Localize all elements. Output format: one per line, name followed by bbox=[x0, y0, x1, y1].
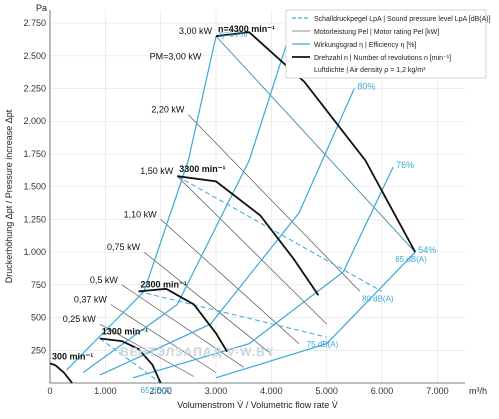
y-unit: Pa bbox=[36, 3, 47, 13]
speed-curve bbox=[215, 31, 416, 253]
legend-item-sound: Schalldruckpegel LpA | Sound pressure le… bbox=[314, 16, 491, 23]
y-tick-label: 1.000 bbox=[23, 247, 46, 257]
x-tick-label: 2.000 bbox=[149, 386, 172, 396]
sound-level-line bbox=[215, 35, 416, 253]
motor-rating-line bbox=[177, 175, 327, 325]
x-axis-title: Volumenstrom V̇ / Volumetric flow rate V… bbox=[177, 400, 338, 410]
motor-rating-label: 0,37 kW bbox=[74, 294, 108, 304]
sound-level-label: 75 dB(A) bbox=[307, 340, 339, 349]
y-axis-title: Druckerhöhung Δpt / Pressure increase Δp… bbox=[4, 109, 14, 283]
y-tick-label: 750 bbox=[31, 280, 46, 290]
x-tick-label: 5.000 bbox=[315, 386, 338, 396]
pm-label: PM=3,00 kW bbox=[150, 52, 202, 62]
efficiency-curve bbox=[82, 39, 289, 373]
sound-level-label: 80 dB(A) bbox=[362, 294, 394, 303]
curve-labels: 3,00 kW 2,20 kW 1,50 kW 1,10 kW 0,75 kW 0,5 k… bbox=[52, 24, 436, 395]
y-tick-label: 1.250 bbox=[23, 214, 46, 224]
efficiency-label: 76% bbox=[396, 160, 414, 170]
legend-item-motor: Motorleistung Pel | Motor rating Pel [kW… bbox=[314, 29, 439, 36]
speed-label: 1300 min⁻¹ bbox=[102, 327, 148, 337]
speed-curve bbox=[49, 362, 73, 384]
watermark: ВЕНТЭЛЗАПАД V-W.BY bbox=[120, 345, 275, 359]
speed-curve bbox=[177, 175, 320, 296]
axes: 0 1.000 2.000 3.000 4.000 5.000 6.000 7.000 250 5… bbox=[4, 3, 487, 410]
speed-curve bbox=[99, 337, 162, 384]
x-tick-label: 4.000 bbox=[260, 386, 283, 396]
motor-rating-label: 1,10 kW bbox=[124, 209, 158, 219]
speed-label: 300 min⁻¹ bbox=[52, 351, 93, 361]
efficiency-curve bbox=[132, 166, 394, 379]
motor-rating-line bbox=[121, 284, 244, 368]
y-tick-label: 1.750 bbox=[23, 149, 46, 159]
x-tick-label: 1.000 bbox=[94, 386, 117, 396]
legend-item-efficiency: Wirkungsgrad η | Efficiency η [%] bbox=[314, 42, 417, 49]
x-tick-label: 6.000 bbox=[371, 386, 394, 396]
efficiency-curves bbox=[66, 36, 416, 379]
y-tick-label: 500 bbox=[31, 313, 46, 323]
motor-rating-line bbox=[143, 251, 272, 355]
x-tick-label: 3.000 bbox=[205, 386, 228, 396]
efficiency-curve bbox=[215, 251, 416, 379]
speed-label: 2300 min⁻¹ bbox=[141, 279, 187, 289]
x-unit: m³/h bbox=[469, 386, 487, 396]
x-tick-label: 0 bbox=[47, 386, 52, 396]
motor-rating-line bbox=[188, 114, 361, 292]
sound-level-line bbox=[138, 290, 327, 338]
motor-rating-line bbox=[99, 323, 195, 377]
x-tick-label: 7.000 bbox=[426, 386, 449, 396]
y-tick-label: 250 bbox=[31, 345, 46, 355]
y-tick-label: 2.000 bbox=[23, 116, 46, 126]
motor-rating-label: 0,75 kW bbox=[107, 242, 141, 252]
speed-curve bbox=[138, 287, 228, 353]
legend-item-speed: Drehzahl n | Number of revolutions n [mi… bbox=[314, 55, 451, 62]
y-tick-label: 2.250 bbox=[23, 84, 46, 94]
motor-rating-label: 0,5 kW bbox=[90, 275, 119, 285]
speed-label: 3300 min⁻¹ bbox=[179, 164, 225, 174]
y-tick-label: 2.500 bbox=[23, 51, 46, 61]
sound-level-lines bbox=[99, 35, 416, 384]
speed-curves bbox=[49, 31, 416, 384]
efficiency-curve bbox=[99, 88, 355, 376]
legend-box bbox=[285, 9, 487, 79]
motor-rating-label: 2,20 kW bbox=[151, 105, 185, 115]
sound-level-label: 65 dB(A) bbox=[141, 386, 173, 395]
sound-level-line bbox=[177, 175, 383, 292]
efficiency-label: η=67% bbox=[219, 29, 247, 39]
y-tick-label: 2.750 bbox=[23, 18, 46, 28]
motor-rating-label: 1,50 kW bbox=[140, 166, 174, 176]
legend-item-density: Luftdichte | Air density ρ = 1,2 kg/m³ bbox=[314, 67, 426, 74]
motor-rating-label: 0,25 kW bbox=[63, 314, 97, 324]
speed-label: n=4300 min⁻¹ bbox=[218, 24, 275, 34]
efficiency-label: 54% bbox=[418, 245, 436, 255]
efficiency-curve bbox=[66, 36, 217, 371]
efficiency-label: 80% bbox=[357, 82, 375, 92]
motor-rating-label: 3,00 kW bbox=[179, 26, 213, 36]
legend: Schalldruckpegel LpA | Sound pressure le… bbox=[285, 9, 491, 79]
sound-level-line bbox=[99, 338, 161, 384]
sound-level-label: 85 dB(A) bbox=[395, 255, 427, 264]
y-tick-label: 1.500 bbox=[23, 182, 46, 192]
motor-rating-line bbox=[110, 304, 217, 373]
